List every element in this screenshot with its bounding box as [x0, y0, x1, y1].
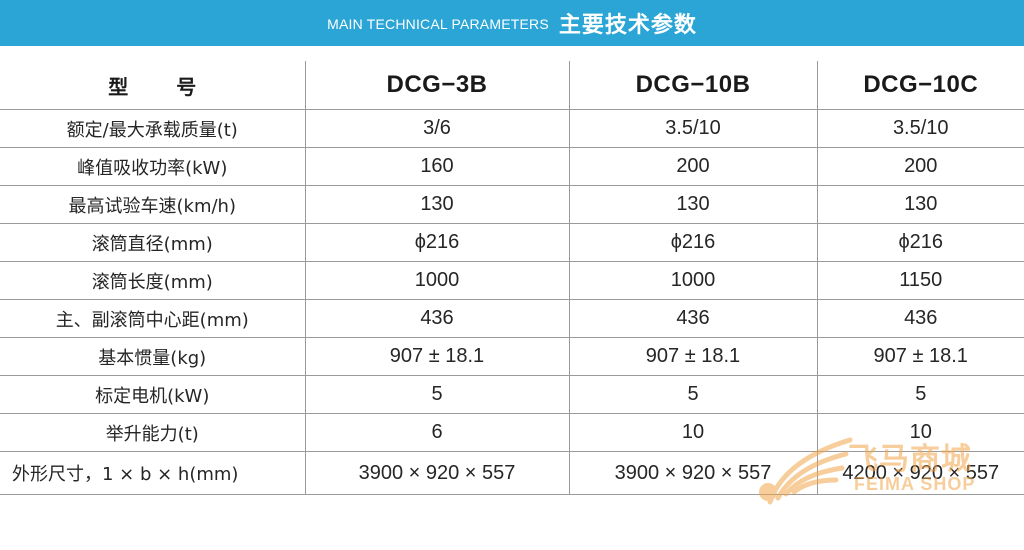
- table-cell: 436: [304, 299, 569, 338]
- table-cell: 130: [568, 185, 817, 224]
- table-row: 滚筒直径(mm) ϕ216 ϕ216 ϕ216: [0, 223, 1024, 262]
- table-cell: 130: [816, 185, 1024, 224]
- model-header-dcg-10c: DCG−10C: [816, 61, 1024, 110]
- model-label-header: 型号: [0, 61, 305, 110]
- table-cell: 6: [304, 413, 569, 452]
- model-label-char-2: 号: [176, 74, 197, 99]
- row-label: 滚筒直径(mm): [0, 223, 305, 262]
- model-header-dcg-3b: DCG−3B: [304, 61, 569, 110]
- table-cell: 1000: [568, 261, 817, 300]
- row-label: 外形尺寸，1 × b × h(mm): [0, 451, 305, 495]
- table-cell: 3.5/10: [816, 109, 1024, 148]
- table-row: 主、副滚筒中心距(mm) 436 436 436: [0, 299, 1024, 338]
- table-row: 外形尺寸，1 × b × h(mm) 3900 × 920 × 557 3900…: [0, 451, 1024, 495]
- model-header-dcg-10b: DCG−10B: [568, 61, 817, 110]
- row-label: 举升能力(t): [0, 413, 305, 452]
- table-row: 举升能力(t) 6 10 10: [0, 413, 1024, 452]
- table-cell: 436: [568, 299, 817, 338]
- table-cell: 5: [304, 375, 569, 414]
- table-cell: 907 ± 18.1: [568, 337, 817, 376]
- table-cell: 10: [568, 413, 817, 452]
- table-cell: 907 ± 18.1: [304, 337, 569, 376]
- table-cell: 200: [568, 147, 817, 186]
- table-cell: 436: [816, 299, 1024, 338]
- table-cell: 3900 × 920 × 557: [568, 451, 817, 495]
- header-title-zh: 主要技术参数: [558, 13, 697, 38]
- table-cell: ϕ216: [816, 223, 1024, 262]
- table-cell: 1000: [304, 261, 569, 300]
- table-cell: 3.5/10: [568, 109, 817, 148]
- table-cell: 130: [304, 185, 569, 224]
- row-label: 额定/最大承载质量(t): [0, 109, 305, 148]
- table-row: 标定电机(kW) 5 5 5: [0, 375, 1024, 414]
- table-row: 滚筒长度(mm) 1000 1000 1150: [0, 261, 1024, 300]
- row-label: 主、副滚筒中心距(mm): [0, 299, 305, 338]
- row-label: 标定电机(kW): [0, 375, 305, 414]
- table-cell: 3/6: [304, 109, 569, 148]
- table-row: 最高试验车速(km/h) 130 130 130: [0, 185, 1024, 224]
- table-row: 基本惯量(kg) 907 ± 18.1 907 ± 18.1 907 ± 18.…: [0, 337, 1024, 376]
- row-label: 峰值吸收功率(kW): [0, 147, 305, 186]
- header-title-en: MAIN TECHNICAL PARAMETERS: [327, 16, 549, 32]
- header-banner: MAIN TECHNICAL PARAMETERS 主要技术参数: [0, 0, 1024, 46]
- row-label: 基本惯量(kg): [0, 337, 305, 376]
- table-cell: 5: [568, 375, 817, 414]
- table-cell: ϕ216: [568, 223, 817, 262]
- row-label: 最高试验车速(km/h): [0, 185, 305, 224]
- table-cell: 160: [304, 147, 569, 186]
- model-label-char-1: 型: [108, 74, 129, 99]
- table-cell: 5: [816, 375, 1024, 414]
- parameters-table: 型号 DCG−3B DCG−10B DCG−10C 额定/最大承载质量(t) 3…: [0, 61, 1024, 495]
- table-cell: 10: [816, 413, 1024, 452]
- table-cell: 4200 × 920 × 557: [816, 451, 1024, 495]
- table-row: 峰值吸收功率(kW) 160 200 200: [0, 147, 1024, 186]
- table-header-row: 型号 DCG−3B DCG−10B DCG−10C: [0, 61, 1024, 110]
- table-cell: ϕ216: [304, 223, 569, 262]
- table-cell: 1150: [816, 261, 1024, 300]
- table-cell: 3900 × 920 × 557: [304, 451, 569, 495]
- row-label: 滚筒长度(mm): [0, 261, 305, 300]
- table-cell: 200: [816, 147, 1024, 186]
- table-cell: 907 ± 18.1: [816, 337, 1024, 376]
- table-row: 额定/最大承载质量(t) 3/6 3.5/10 3.5/10: [0, 109, 1024, 148]
